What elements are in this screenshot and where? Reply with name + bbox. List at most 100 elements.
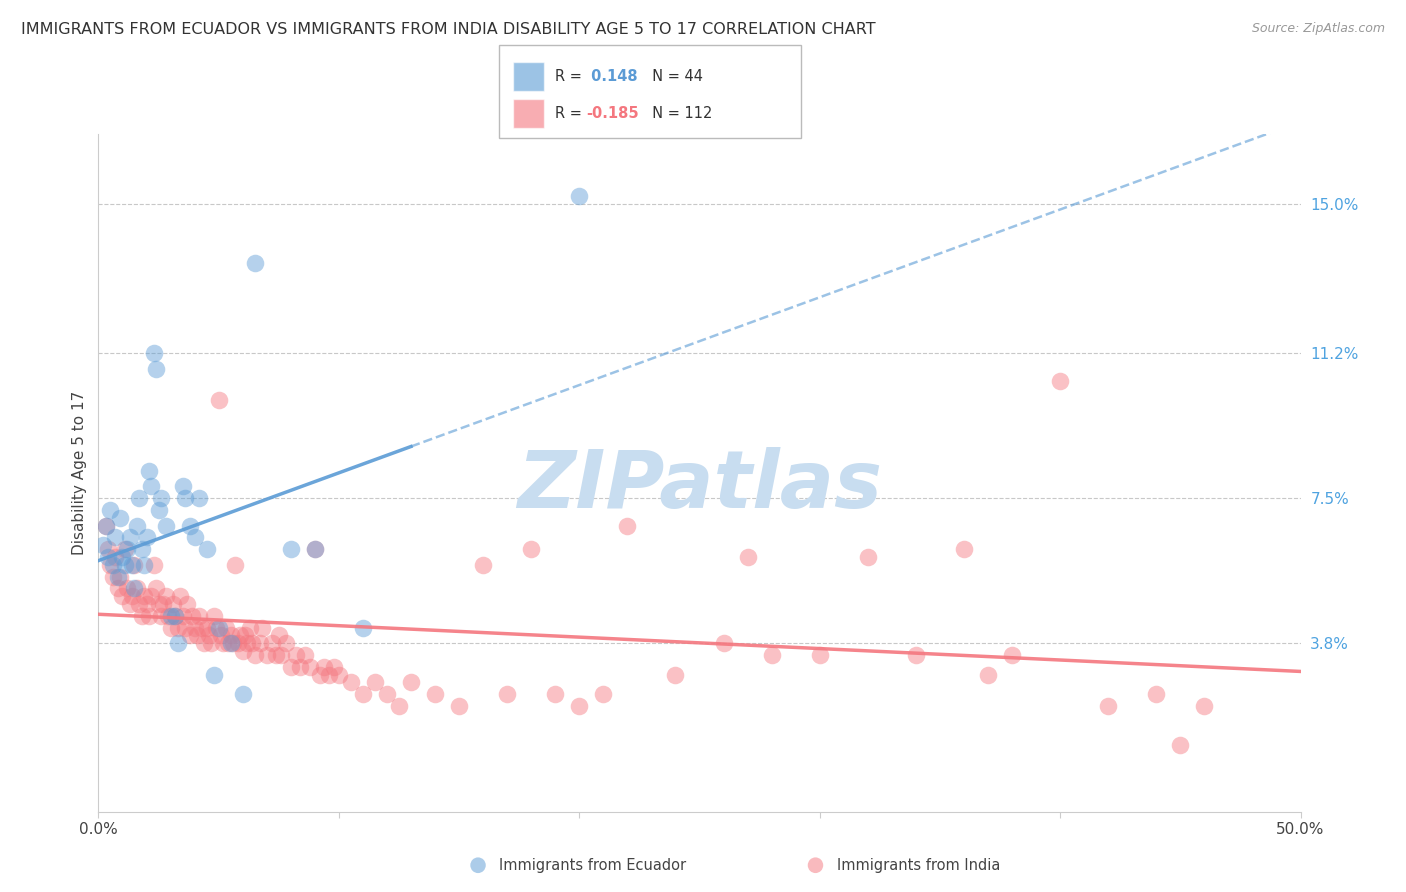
Point [388, 698, 411, 713]
Point [215, 621, 238, 635]
Point [125, 518, 148, 533]
Point [294, 648, 316, 662]
Point [664, 667, 686, 681]
Point [195, 542, 218, 557]
Point [124, 582, 146, 596]
Point [375, 687, 398, 701]
Point [131, 542, 153, 557]
Point [125, 582, 148, 596]
Point [284, 648, 307, 662]
Point [188, 491, 211, 506]
Point [118, 597, 141, 611]
Point [1170, 738, 1192, 752]
Point [274, 636, 297, 650]
Point [1194, 698, 1216, 713]
Point [219, 636, 242, 650]
Point [243, 648, 266, 662]
Point [155, 589, 177, 603]
Point [198, 628, 221, 642]
Point [953, 542, 976, 557]
Point [256, 648, 278, 662]
Point [318, 667, 340, 681]
Point [172, 608, 194, 623]
Point [174, 491, 197, 506]
Point [236, 636, 259, 650]
Point [904, 648, 927, 662]
Point [323, 659, 346, 673]
Point [1049, 374, 1071, 388]
Point [520, 542, 543, 557]
Point [117, 542, 139, 557]
Point [304, 542, 326, 557]
Text: N = 112: N = 112 [643, 106, 711, 120]
Point [233, 628, 256, 642]
Point [111, 589, 134, 603]
Point [568, 698, 591, 713]
Point [447, 698, 470, 713]
Point [616, 518, 638, 533]
Point [172, 479, 194, 493]
Point [107, 582, 129, 596]
Point [186, 628, 208, 642]
Point [104, 530, 127, 544]
Point [162, 597, 184, 611]
Point [138, 464, 160, 478]
Point [280, 659, 302, 673]
Point [202, 667, 225, 681]
Point [364, 675, 387, 690]
Point [202, 608, 225, 623]
Point [592, 687, 614, 701]
Text: Source: ZipAtlas.com: Source: ZipAtlas.com [1251, 22, 1385, 36]
Point [165, 608, 187, 623]
Point [132, 558, 155, 572]
Point [135, 530, 157, 544]
Point [423, 687, 446, 701]
Point [114, 542, 136, 557]
Point [240, 636, 263, 650]
Point [181, 608, 204, 623]
Text: 0.148: 0.148 [586, 70, 638, 84]
Point [117, 582, 139, 596]
Point [128, 597, 150, 611]
Point [193, 636, 215, 650]
Point [97, 542, 120, 557]
Point [159, 621, 181, 635]
Point [152, 597, 174, 611]
Point [107, 569, 129, 583]
Point [101, 558, 124, 572]
Point [232, 687, 254, 701]
Point [97, 549, 120, 564]
Point [352, 687, 374, 701]
Point [808, 648, 831, 662]
Point [118, 530, 141, 544]
Point [226, 636, 249, 650]
Point [399, 675, 422, 690]
Point [713, 636, 735, 650]
Point [165, 608, 187, 623]
Point [142, 558, 165, 572]
Y-axis label: Disability Age 5 to 17: Disability Age 5 to 17 [72, 391, 87, 555]
Point [166, 636, 188, 650]
Point [568, 189, 591, 203]
Point [208, 621, 231, 635]
Point [280, 542, 302, 557]
Point [138, 608, 160, 623]
Point [1144, 687, 1167, 701]
Point [260, 636, 283, 650]
Point [217, 636, 239, 650]
Point [328, 667, 350, 681]
Point [239, 621, 262, 635]
Text: R =: R = [555, 70, 586, 84]
Point [169, 589, 191, 603]
Point [290, 659, 312, 673]
Point [212, 636, 235, 650]
Point [340, 675, 363, 690]
Point [1001, 648, 1024, 662]
Point [219, 628, 242, 642]
Point [737, 549, 759, 564]
Point [856, 549, 879, 564]
Point [148, 503, 170, 517]
Point [249, 636, 271, 650]
Point [298, 659, 321, 673]
Point [145, 362, 167, 376]
